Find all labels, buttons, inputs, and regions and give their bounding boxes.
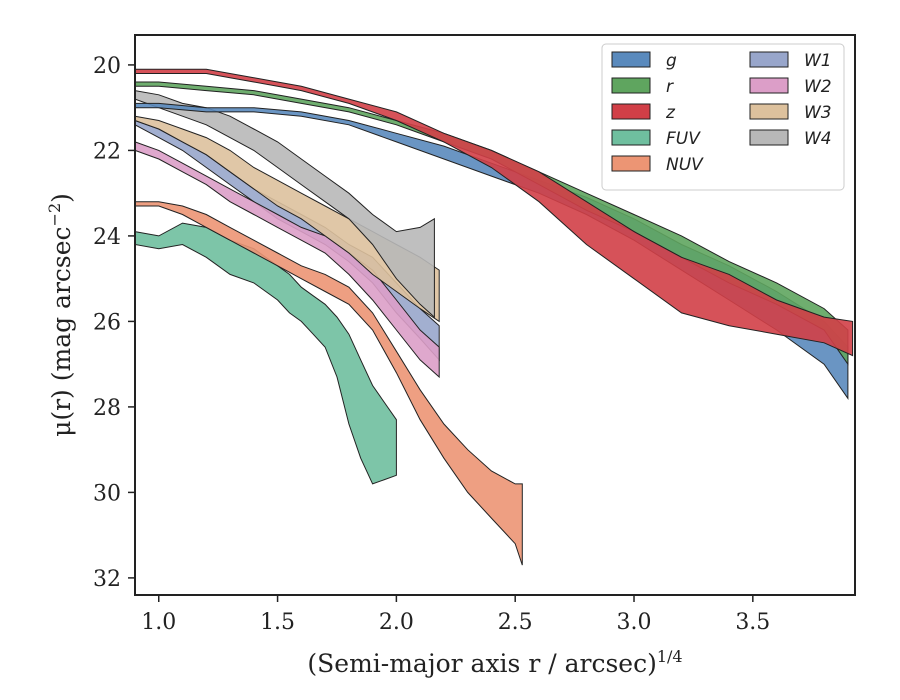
y-tick-label: 30 (93, 481, 121, 506)
plot-frame (134, 34, 856, 596)
legend-label: z (665, 103, 676, 123)
legend-item-fuv: FUV (611, 129, 701, 149)
legend-label: W4 (804, 129, 832, 149)
legend-item-g: g (611, 51, 677, 71)
band-r (134, 81, 849, 366)
legend-swatch (749, 129, 789, 146)
x-tick-label: 1.0 (141, 610, 176, 635)
y-axis-label-text: μ(r) (mag arcsec (47, 226, 76, 436)
band-areas (134, 68, 854, 566)
band-g (134, 102, 849, 400)
legend-swatch (611, 155, 651, 172)
legend-label: W2 (804, 77, 832, 97)
y-tick-label: 28 (93, 396, 121, 421)
legend-item-w4: W4 (749, 129, 832, 149)
legend-swatch (749, 51, 789, 68)
x-tick-label: 3.5 (735, 610, 770, 635)
x-axis-label: (Semi-major axis r / arcsec)1/4 (307, 647, 682, 678)
legend-item-w1: W1 (749, 51, 832, 71)
legend-label: FUV (666, 129, 701, 149)
y-axis-ticks: 20 22 24 26 28 30 32 (93, 54, 135, 592)
legend-label: W1 (804, 51, 832, 71)
band-w3 (134, 115, 440, 323)
y-tick-label: 26 (93, 310, 121, 335)
legend-swatch (611, 129, 651, 146)
x-tick-label: 1.5 (260, 610, 295, 635)
y-tick-label: 32 (93, 567, 121, 592)
y-tick-label: 20 (93, 54, 121, 79)
y-axis-label-superscript: −2 (45, 203, 64, 227)
legend-swatch (611, 77, 651, 94)
x-axis-label-superscript: 1/4 (657, 647, 683, 666)
legend-item-w3: W3 (749, 103, 832, 123)
legend-swatch (611, 51, 651, 68)
band-nuv (134, 201, 523, 566)
legend-item-nuv: NUV (611, 155, 704, 175)
x-axis-ticks: 1.0 1.5 2.0 2.5 3.0 3.5 (141, 595, 770, 635)
legend-swatch (611, 103, 651, 120)
band-w4 (134, 90, 435, 319)
legend-item-z: z (611, 103, 676, 123)
legend-label: NUV (666, 155, 704, 175)
legend-label: g (666, 51, 677, 71)
y-axis-label: μ(r) (mag arcsec−2) (45, 193, 76, 437)
legend-item-w2: W2 (749, 77, 832, 97)
x-axis-label-text: (Semi-major axis r / arcsec) (307, 649, 656, 678)
x-tick-label: 2.5 (498, 610, 533, 635)
legend-item-r: r (611, 77, 674, 97)
y-tick-label: 24 (93, 225, 121, 250)
legend-swatch (749, 77, 789, 94)
band-z (134, 68, 854, 357)
legend-label: W3 (804, 103, 832, 123)
y-tick-label: 22 (93, 139, 121, 164)
y-axis-label-close: ) (47, 193, 76, 203)
x-tick-label: 2.0 (379, 610, 414, 635)
legend: grz FUV NUV W1 W2 W3 W4 (601, 43, 845, 191)
legend-swatch (749, 103, 789, 120)
legend-label: r (666, 77, 674, 97)
band-w2 (134, 141, 440, 379)
x-tick-label: 3.0 (617, 610, 652, 635)
